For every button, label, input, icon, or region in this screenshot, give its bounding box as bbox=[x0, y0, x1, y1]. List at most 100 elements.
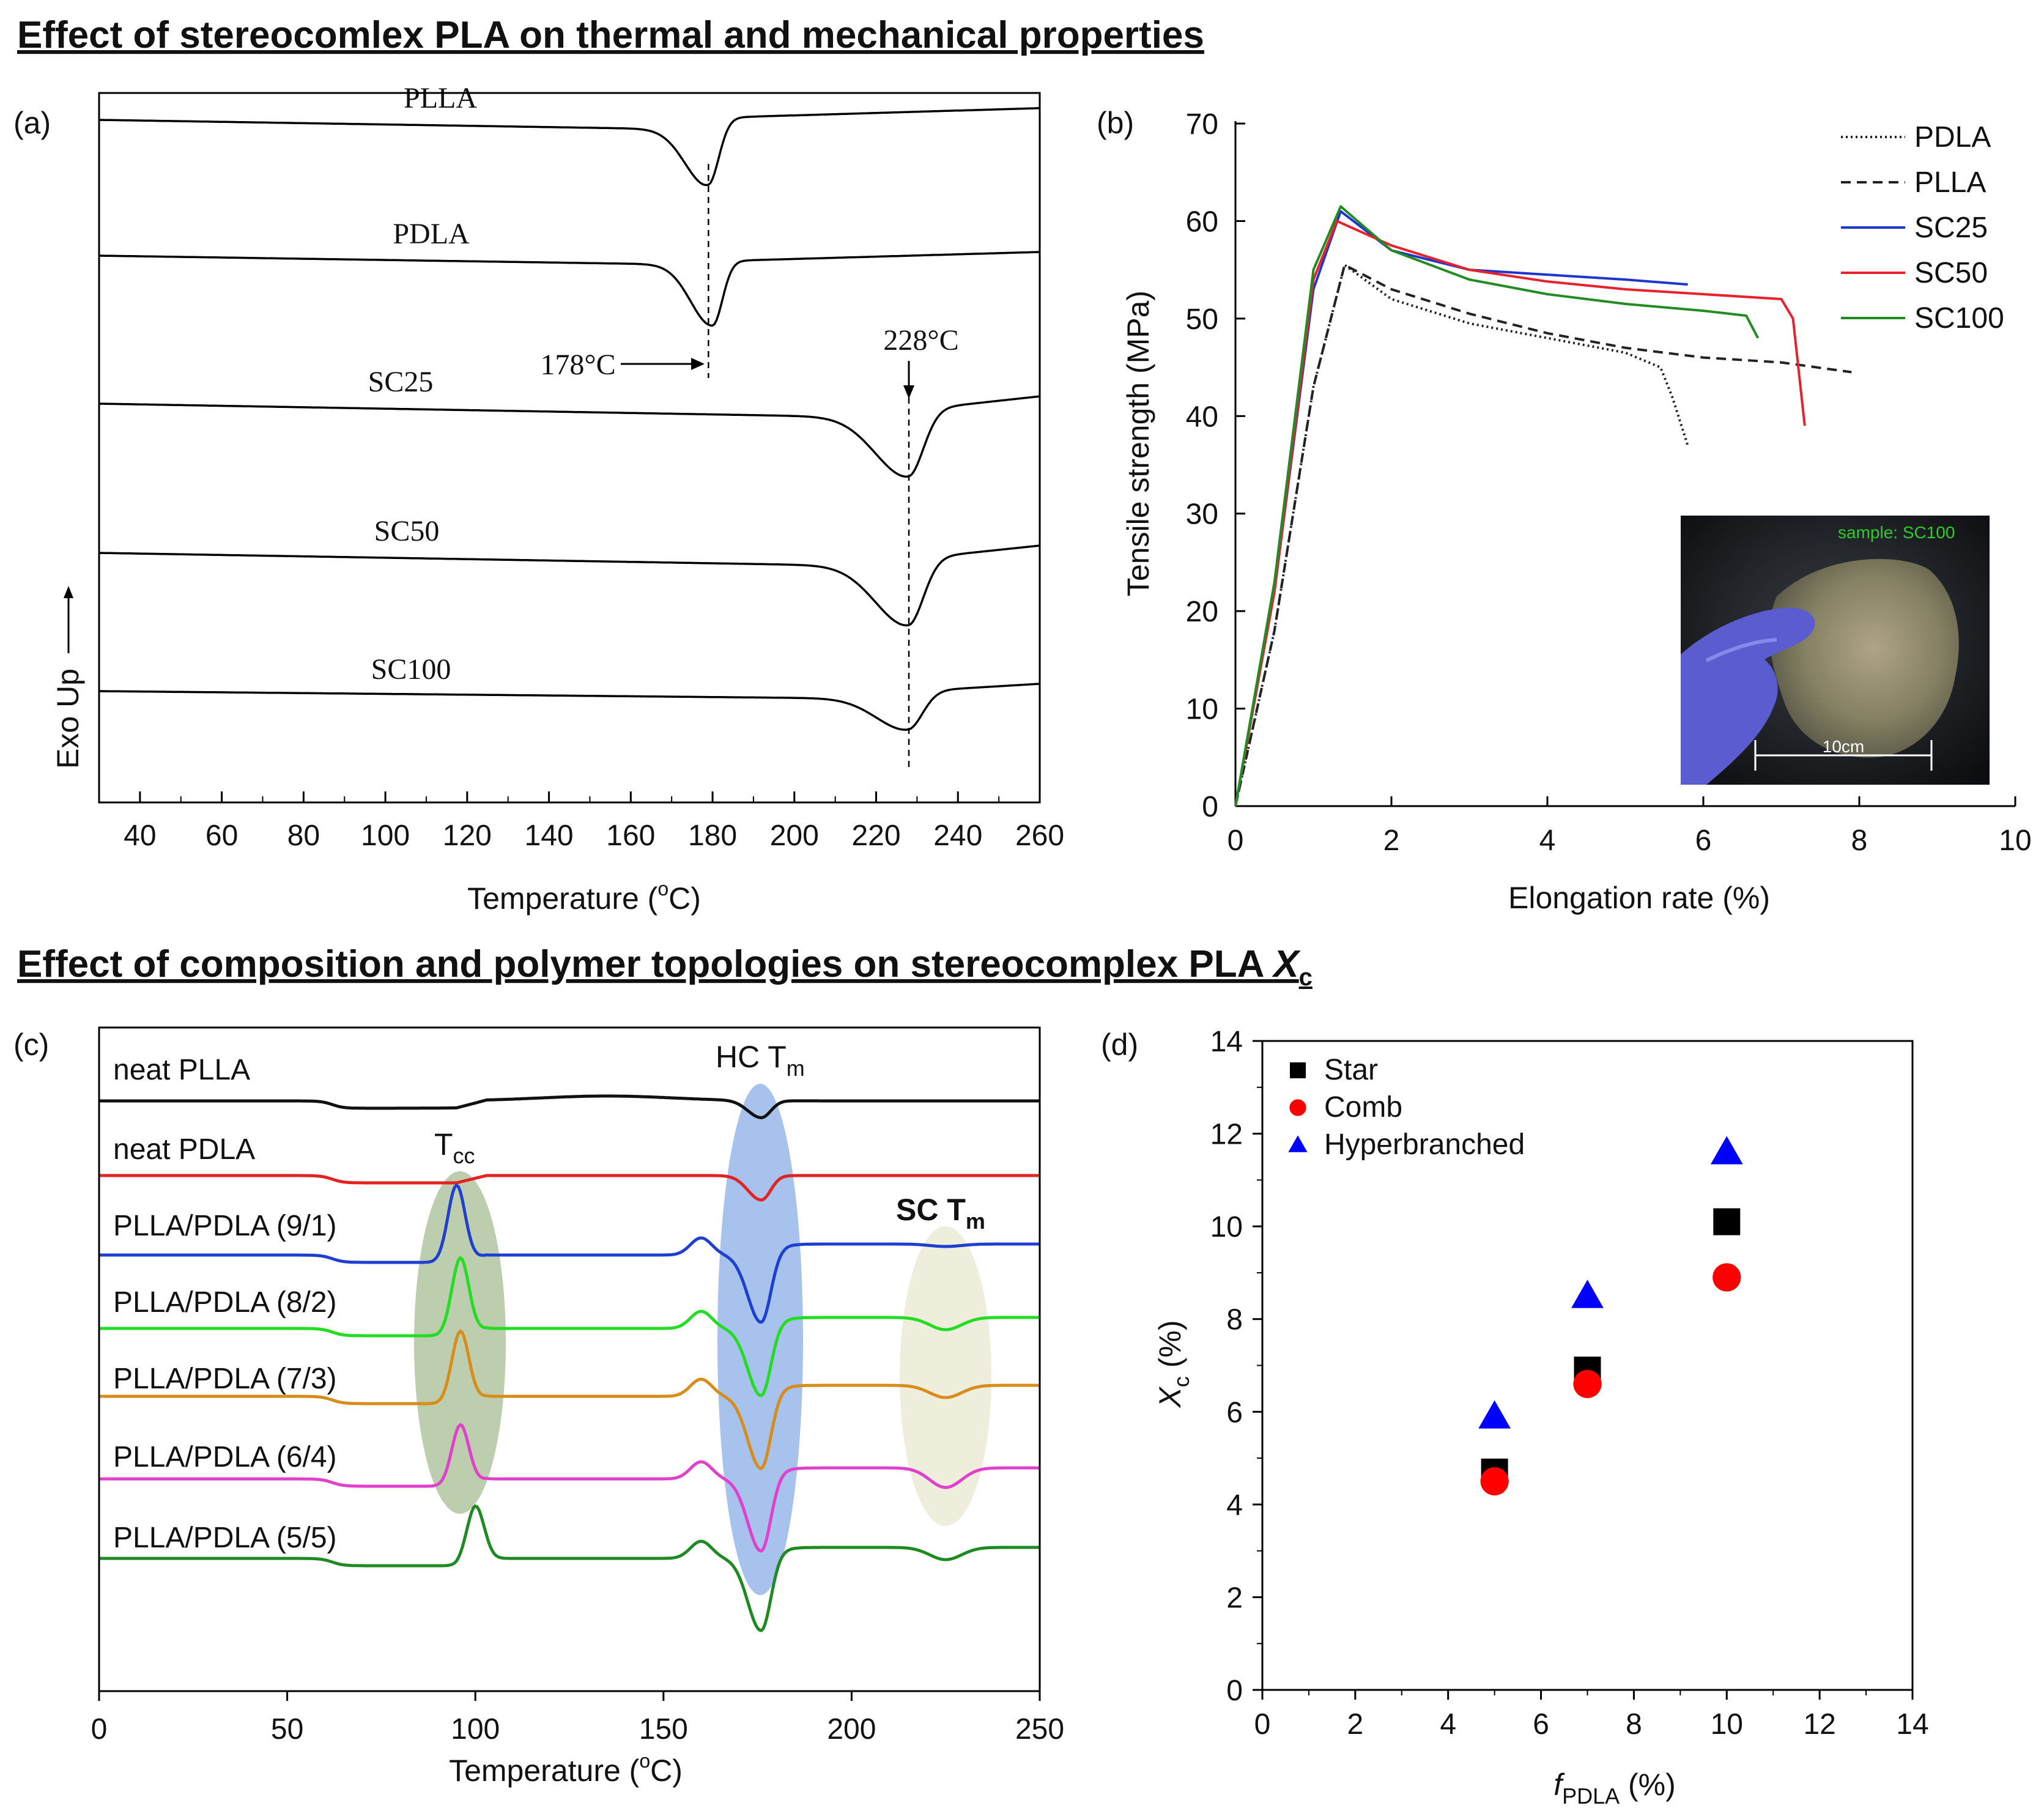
panel-a-xtick-label: 260 bbox=[1015, 820, 1064, 852]
panel-d: (d) 0 2 4 6 8 10 12 14 0 2 4 6 8 10 12 14 Star Comb Hyper… bbox=[1101, 1026, 1929, 1809]
panel-d-points bbox=[1478, 1136, 1743, 1496]
dsc-curve-pdla bbox=[98, 251, 1040, 327]
dsc-curve-sc100 bbox=[99, 683, 1040, 731]
panel-a-xtick-label: 200 bbox=[770, 820, 819, 852]
legend-label-star: Star bbox=[1324, 1054, 1378, 1086]
panel-b-axes: 0 2 4 6 8 10 0 10 20 30 40 50 60 70 bbox=[1186, 108, 2032, 857]
dsc-label-sc25: SC25 bbox=[368, 366, 434, 398]
inset-film-sample bbox=[1769, 558, 1959, 758]
panel-d-xtick-label: 6 bbox=[1533, 1708, 1549, 1741]
panel-c-xtick-label: 150 bbox=[639, 1713, 688, 1746]
blend-label-plla-pdla-9-1: PLLA/PDLA (9/1) bbox=[113, 1210, 337, 1242]
panel-a-xtick-label: 80 bbox=[287, 820, 320, 852]
panel-d-xtick-label: 10 bbox=[1711, 1708, 1743, 1741]
panel-c-frame bbox=[98, 1026, 1041, 1692]
legend-label-pdla: PDLA bbox=[1914, 121, 1991, 154]
panel-b-xtick-label: 8 bbox=[1851, 824, 1868, 857]
point-comb bbox=[1480, 1467, 1509, 1496]
panel-c-xtick-label: 0 bbox=[91, 1713, 108, 1746]
panel-a-xtick-label: 240 bbox=[933, 820, 982, 852]
sc-tm-label-sub: m bbox=[966, 1209, 985, 1234]
panel-b-xtick-label: 10 bbox=[1999, 824, 2031, 857]
panel-c-xlabel: Temperature (oC) bbox=[449, 1750, 683, 1788]
dsc-curve-sc25 bbox=[98, 395, 1040, 478]
panel-b-ytick-label: 50 bbox=[1186, 303, 1218, 336]
point-comb bbox=[1713, 1263, 1741, 1292]
legend-label-plla: PLLA bbox=[1914, 166, 1986, 199]
blend-label-neat-pdla: neat PDLA bbox=[113, 1133, 255, 1166]
panel-a-xtick-label: 160 bbox=[606, 820, 655, 852]
dsc-curve-sc50 bbox=[98, 544, 1040, 627]
panel-b-label: (b) bbox=[1097, 106, 1134, 140]
tcc-label: Tcc bbox=[434, 1127, 475, 1168]
panel-b-legend: PDLA PLLA SC25 SC50 SC100 bbox=[1841, 121, 2004, 335]
sc-tm-label-main: SC T bbox=[896, 1193, 966, 1227]
panel-b-xtick-label: 4 bbox=[1539, 824, 1556, 857]
panel-d-ytick-label: 6 bbox=[1226, 1396, 1243, 1429]
panel-b-xtick-label: 0 bbox=[1228, 824, 1244, 857]
panel-d-legend: Star Comb Hyperbranched bbox=[1288, 1054, 1525, 1161]
panel-d-xtick-label: 0 bbox=[1254, 1708, 1271, 1741]
panel-b-ytick-label: 40 bbox=[1186, 401, 1218, 433]
legend-label-hyperbranched: Hyperbranched bbox=[1324, 1128, 1525, 1161]
panel-a-xtick-label: 40 bbox=[124, 820, 156, 852]
point-hyperbranched bbox=[1710, 1136, 1743, 1165]
dsc-label-plla: PLLA bbox=[404, 82, 477, 114]
panel-c-label: (c) bbox=[13, 1028, 49, 1062]
tensile-curve-plla bbox=[1234, 264, 1852, 807]
tensile-curve-sc25 bbox=[1234, 210, 1688, 807]
inset-scale-label: 10cm bbox=[1823, 737, 1864, 756]
panel-d-xtick-label: 8 bbox=[1626, 1708, 1642, 1741]
hc-tm-highlight-region bbox=[717, 1084, 803, 1595]
section-title-bottom: Effect of composition and polymer topolo… bbox=[17, 943, 1313, 991]
section-title-bottom-text: Effect of composition and polymer topolo… bbox=[17, 943, 1273, 985]
blend-curve-plla-pdla-5-5 bbox=[99, 1504, 1040, 1632]
annotation-228: 228°C bbox=[883, 324, 958, 357]
panel-b-ytick-label: 20 bbox=[1186, 596, 1218, 628]
panel-b-ylabel: Tensile strength (MPa) bbox=[1121, 291, 1155, 596]
panel-a-xtick-label: 100 bbox=[361, 820, 410, 852]
panel-a-ylabel: Exo Up bbox=[51, 668, 85, 769]
panel-d-ytick-label: 4 bbox=[1226, 1489, 1243, 1522]
point-hyperbranched bbox=[1478, 1400, 1511, 1429]
panel-d-xtick-label: 12 bbox=[1803, 1708, 1835, 1741]
point-hyperbranched bbox=[1571, 1280, 1604, 1308]
panel-d-ytick-label: 2 bbox=[1226, 1582, 1243, 1614]
panel-c-ticks: 0 50 100 150 200 250 bbox=[91, 1691, 1064, 1746]
blend-label-plla-pdla-5-5: PLLA/PDLA (5/5) bbox=[113, 1522, 337, 1554]
panel-d-xlabel-sub: PDLA bbox=[1562, 1783, 1620, 1809]
blend-label-plla-pdla-7-3: PLLA/PDLA (7/3) bbox=[113, 1363, 337, 1395]
panel-d-ytick-label: 10 bbox=[1210, 1211, 1243, 1243]
panel-a-xlabel-pre: Temperature ( bbox=[467, 881, 658, 916]
legend-marker-star bbox=[1290, 1062, 1306, 1078]
blend-curve-plla-pdla-9-1 bbox=[99, 1183, 1040, 1324]
blend-curve-plla-pdla-6-4 bbox=[99, 1423, 1040, 1553]
tensile-curve-sc100 bbox=[1234, 205, 1760, 807]
inset-glove-highlight bbox=[1705, 638, 1777, 662]
panel-d-ytick-label: 14 bbox=[1210, 1026, 1243, 1058]
panel-a-curves: PLLA PDLA SC25 SC50 SC100 178°C 228°C bbox=[98, 82, 1040, 771]
annotation-178: 178°C bbox=[540, 349, 615, 381]
dsc-label-pdla: PDLA bbox=[393, 218, 470, 250]
panel-b-ytick-label: 30 bbox=[1186, 498, 1218, 531]
exo-up-arrow-head bbox=[64, 586, 73, 598]
legend-marker-comb bbox=[1289, 1099, 1306, 1116]
section-title-bottom-symbol: X bbox=[1272, 943, 1301, 985]
legend-marker-hyperbranched bbox=[1288, 1135, 1308, 1152]
legend-label-sc25: SC25 bbox=[1914, 212, 1988, 244]
tcc-label-sub: cc bbox=[453, 1143, 475, 1168]
panel-a: (a) PLLA PDLA SC25 SC50 SC100 178°C 228°C 40 60… bbox=[13, 82, 1064, 916]
inset-glove-hand bbox=[1681, 607, 1815, 785]
sc-tm-label: SC Tm bbox=[896, 1193, 985, 1234]
panel-b-ytick-label: 0 bbox=[1202, 791, 1218, 823]
panel-a-xlabel-sup: o bbox=[657, 878, 668, 900]
blend-curve-neat-plla bbox=[99, 1094, 1040, 1120]
annotation-arrowhead-178 bbox=[691, 358, 705, 370]
hc-tm-label-sub: m bbox=[787, 1056, 805, 1081]
panel-b-ytick-label: 10 bbox=[1186, 694, 1218, 726]
panel-a-xtick-label: 60 bbox=[206, 820, 238, 852]
legend-label-sc50: SC50 bbox=[1914, 257, 1988, 289]
dsc-label-sc50: SC50 bbox=[374, 515, 440, 547]
panel-d-xlabel-post: (%) bbox=[1620, 1768, 1676, 1802]
